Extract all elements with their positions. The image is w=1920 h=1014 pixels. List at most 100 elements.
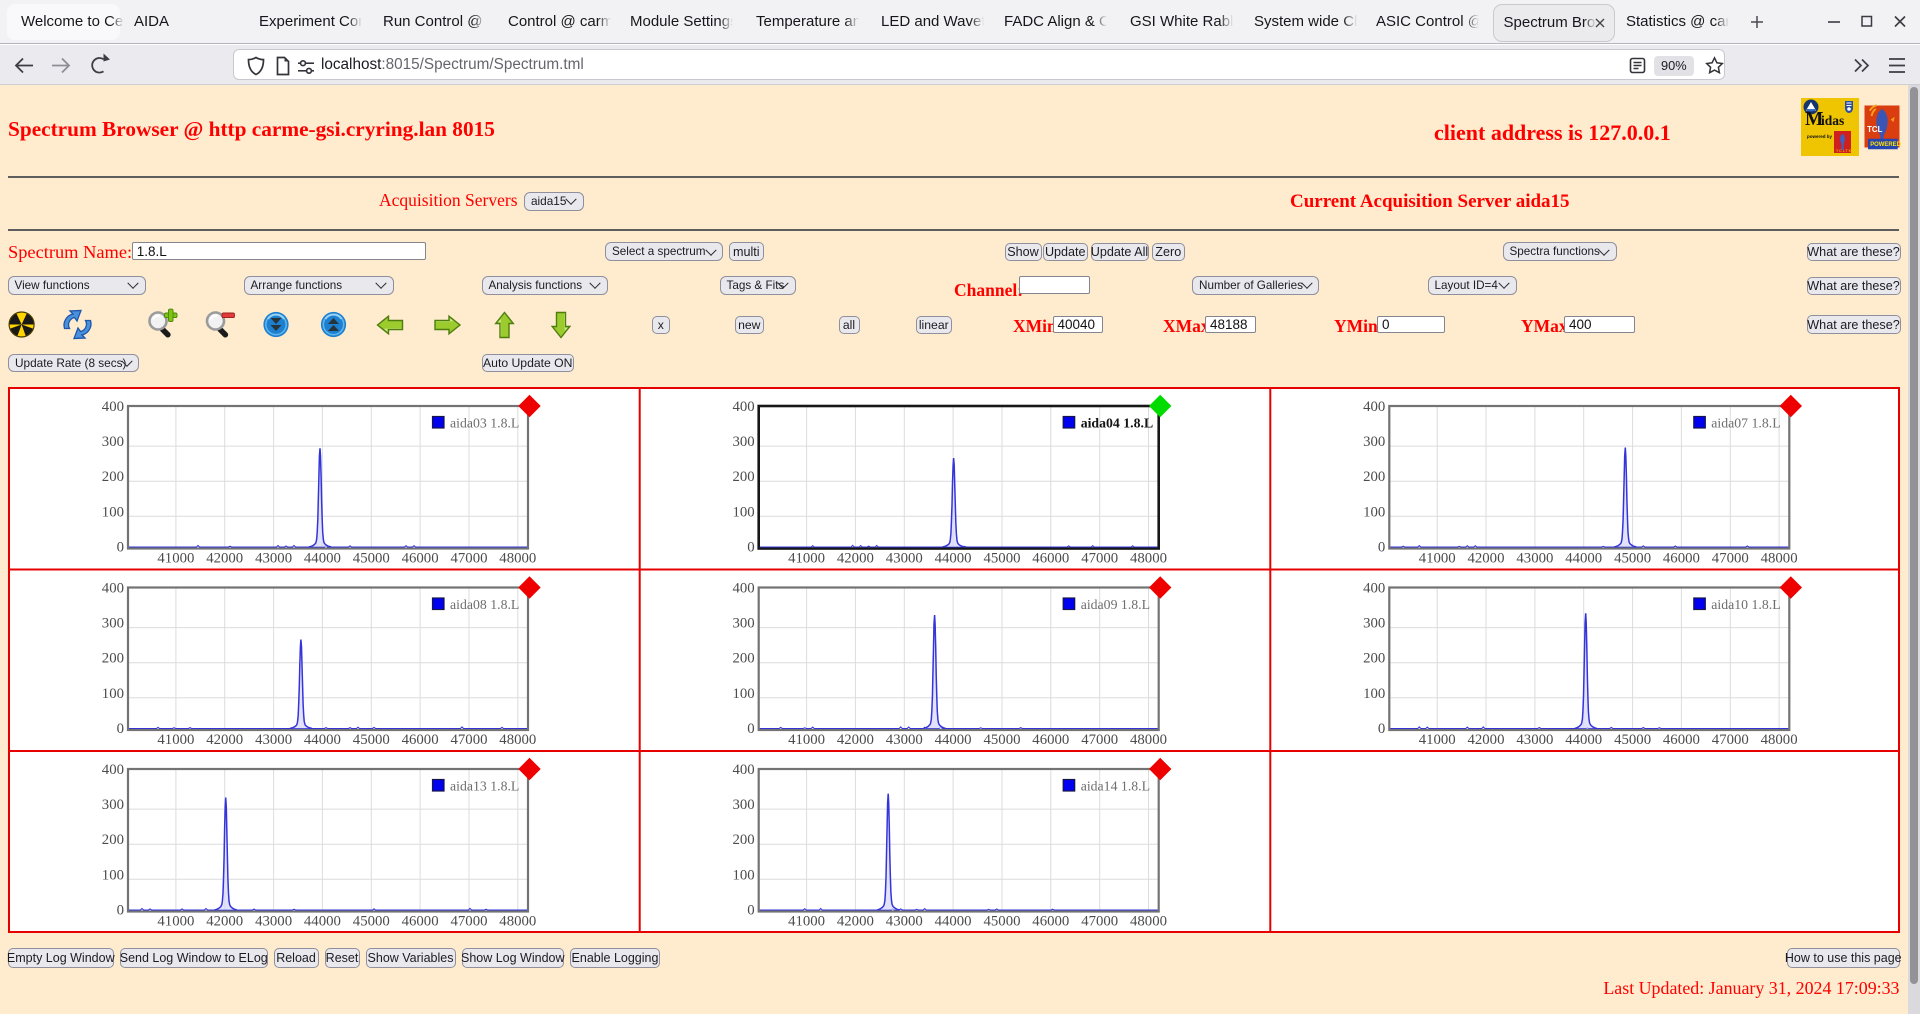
svg-text:400: 400: [1363, 399, 1385, 415]
svg-text:300: 300: [732, 434, 754, 450]
svg-text:46000: 46000: [1663, 551, 1700, 567]
svg-text:43000: 43000: [1516, 551, 1553, 567]
svg-text:42000: 42000: [837, 914, 874, 930]
svg-text:0: 0: [747, 902, 754, 918]
svg-text:42000: 42000: [837, 732, 874, 748]
svg-text:43000: 43000: [255, 914, 292, 930]
svg-text:44000: 44000: [304, 732, 341, 748]
svg-text:44000: 44000: [935, 732, 972, 748]
svg-text:0: 0: [117, 902, 124, 918]
svg-text:48000: 48000: [1130, 551, 1167, 567]
svg-text:43000: 43000: [255, 732, 292, 748]
svg-text:100: 100: [732, 504, 754, 520]
svg-text:48000: 48000: [1130, 732, 1167, 748]
svg-text:aida13 1.8.L: aida13 1.8.L: [450, 779, 519, 794]
svg-text:41000: 41000: [1419, 732, 1456, 748]
svg-text:100: 100: [1363, 504, 1385, 520]
svg-text:46000: 46000: [402, 551, 439, 567]
svg-text:43000: 43000: [1516, 732, 1553, 748]
svg-text:45000: 45000: [353, 551, 390, 567]
svg-text:300: 300: [102, 797, 124, 813]
svg-text:400: 400: [102, 399, 124, 415]
svg-text:0: 0: [1378, 721, 1385, 737]
svg-text:100: 100: [102, 686, 124, 702]
svg-text:47000: 47000: [1081, 914, 1118, 930]
svg-text:48000: 48000: [499, 914, 536, 930]
svg-text:47000: 47000: [1081, 732, 1118, 748]
svg-text:100: 100: [732, 686, 754, 702]
svg-text:200: 200: [1363, 651, 1385, 667]
svg-text:200: 200: [1363, 469, 1385, 485]
svg-text:48000: 48000: [1761, 551, 1798, 567]
svg-text:45000: 45000: [984, 551, 1021, 567]
svg-text:0: 0: [747, 721, 754, 737]
svg-text:TCL: TCL: [1867, 125, 1882, 134]
svg-text:300: 300: [732, 797, 754, 813]
svg-text:200: 200: [102, 651, 124, 667]
svg-text:44000: 44000: [304, 914, 341, 930]
svg-text:47000: 47000: [1081, 551, 1118, 567]
svg-text:47000: 47000: [1712, 732, 1749, 748]
svg-text:43000: 43000: [886, 732, 923, 748]
svg-text:42000: 42000: [206, 732, 243, 748]
svg-text:400: 400: [732, 762, 754, 778]
svg-text:47000: 47000: [1712, 551, 1749, 567]
svg-text:0: 0: [1378, 539, 1385, 555]
svg-text:100: 100: [102, 867, 124, 883]
svg-text:aida10 1.8.L: aida10 1.8.L: [1711, 597, 1780, 612]
svg-text:400: 400: [732, 399, 754, 415]
svg-text:aida03 1.8.L: aida03 1.8.L: [450, 416, 519, 431]
svg-text:idas: idas: [1821, 113, 1844, 128]
svg-text:powered by: powered by: [1807, 134, 1833, 139]
svg-text:400: 400: [102, 762, 124, 778]
svg-text:48000: 48000: [499, 732, 536, 748]
svg-text:41000: 41000: [157, 914, 194, 930]
svg-text:43000: 43000: [255, 551, 292, 567]
svg-text:400: 400: [1363, 581, 1385, 597]
svg-text:aida09 1.8.L: aida09 1.8.L: [1081, 597, 1150, 612]
svg-text:300: 300: [1363, 434, 1385, 450]
svg-text:44000: 44000: [1565, 732, 1602, 748]
svg-text:POWERED: POWERED: [1870, 142, 1901, 148]
svg-text:42000: 42000: [1468, 551, 1505, 567]
svg-text:200: 200: [732, 832, 754, 848]
svg-text:0: 0: [117, 539, 124, 555]
svg-text:42000: 42000: [206, 914, 243, 930]
svg-text:300: 300: [732, 616, 754, 632]
svg-text:46000: 46000: [1663, 732, 1700, 748]
svg-text:45000: 45000: [353, 732, 390, 748]
svg-text:100: 100: [102, 504, 124, 520]
svg-text:43000: 43000: [886, 551, 923, 567]
svg-text:0: 0: [117, 721, 124, 737]
svg-text:46000: 46000: [1032, 732, 1069, 748]
svg-text:M: M: [1805, 109, 1823, 130]
svg-text:200: 200: [102, 832, 124, 848]
svg-text:41000: 41000: [157, 551, 194, 567]
svg-text:46000: 46000: [402, 914, 439, 930]
svg-text:300: 300: [102, 434, 124, 450]
svg-text:300: 300: [102, 616, 124, 632]
svg-text:42000: 42000: [206, 551, 243, 567]
svg-text:45000: 45000: [984, 732, 1021, 748]
svg-text:45000: 45000: [353, 914, 390, 930]
svg-text:42000: 42000: [1468, 732, 1505, 748]
svg-text:46000: 46000: [402, 732, 439, 748]
svg-text:200: 200: [732, 651, 754, 667]
svg-text:41000: 41000: [1419, 551, 1456, 567]
svg-text:41000: 41000: [788, 914, 825, 930]
svg-text:0: 0: [747, 539, 754, 555]
svg-text:100: 100: [1363, 686, 1385, 702]
svg-text:42000: 42000: [837, 551, 874, 567]
svg-text:46000: 46000: [1032, 914, 1069, 930]
svg-text:44000: 44000: [935, 914, 972, 930]
svg-text:41000: 41000: [157, 732, 194, 748]
svg-text:T C L T K: T C L T K: [1836, 149, 1852, 153]
svg-text:300: 300: [1363, 616, 1385, 632]
svg-text:48000: 48000: [499, 551, 536, 567]
svg-text:400: 400: [102, 581, 124, 597]
svg-text:aida08 1.8.L: aida08 1.8.L: [450, 597, 519, 612]
svg-text:200: 200: [732, 469, 754, 485]
svg-text:44000: 44000: [935, 551, 972, 567]
svg-text:47000: 47000: [451, 914, 488, 930]
svg-text:46000: 46000: [1032, 551, 1069, 567]
